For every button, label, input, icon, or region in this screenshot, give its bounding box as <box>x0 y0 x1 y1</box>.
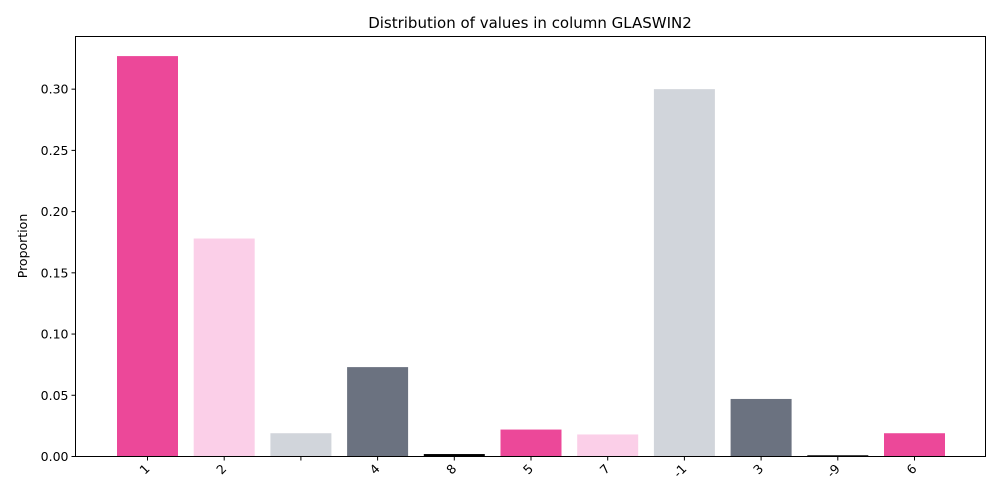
x-tick-label: 7 <box>597 461 613 477</box>
x-tick-label: 5 <box>520 461 536 477</box>
plot-frame <box>75 36 986 457</box>
x-tick-label: 1 <box>136 461 152 477</box>
bar-2 <box>193 238 255 457</box>
bar-blank <box>270 433 332 457</box>
bar--9 <box>807 455 869 457</box>
bar-8 <box>423 454 485 457</box>
x-tick-label: -9 <box>823 461 842 480</box>
bar-4 <box>347 367 409 457</box>
x-tick-label: 3 <box>750 461 766 477</box>
y-tick-label: 0.05 <box>41 388 69 403</box>
bar-5 <box>500 429 562 457</box>
y-tick-label: 0.15 <box>41 265 69 280</box>
bar-3 <box>730 398 792 457</box>
y-tick-label: 0.00 <box>41 449 69 464</box>
y-tick-label: 0.25 <box>41 143 69 158</box>
chart-title: Distribution of values in column GLASWIN… <box>368 14 692 32</box>
x-tick-label: -1 <box>670 461 689 480</box>
x-tick-label: 2 <box>213 461 229 477</box>
y-ticks-group: 0.00 0.05 0.10 0.15 0.20 0.25 0.30 <box>41 82 76 464</box>
bar-6 <box>884 433 945 457</box>
x-tick-label: 8 <box>443 461 459 477</box>
bars-group <box>117 56 945 457</box>
x-ticks-group: 1 2 4 8 5 7 -1 3 -9 6 <box>136 456 920 480</box>
x-tick-label: 4 <box>366 461 382 477</box>
y-tick-label: 0.10 <box>41 327 69 342</box>
y-tick-label: 0.20 <box>41 204 69 219</box>
bar-7 <box>577 434 639 457</box>
y-axis-label: Proportion <box>15 214 30 279</box>
bar--1 <box>653 89 715 457</box>
y-tick-label: 0.30 <box>41 82 69 97</box>
bar-1 <box>117 56 178 457</box>
x-tick-label: 6 <box>903 461 919 477</box>
